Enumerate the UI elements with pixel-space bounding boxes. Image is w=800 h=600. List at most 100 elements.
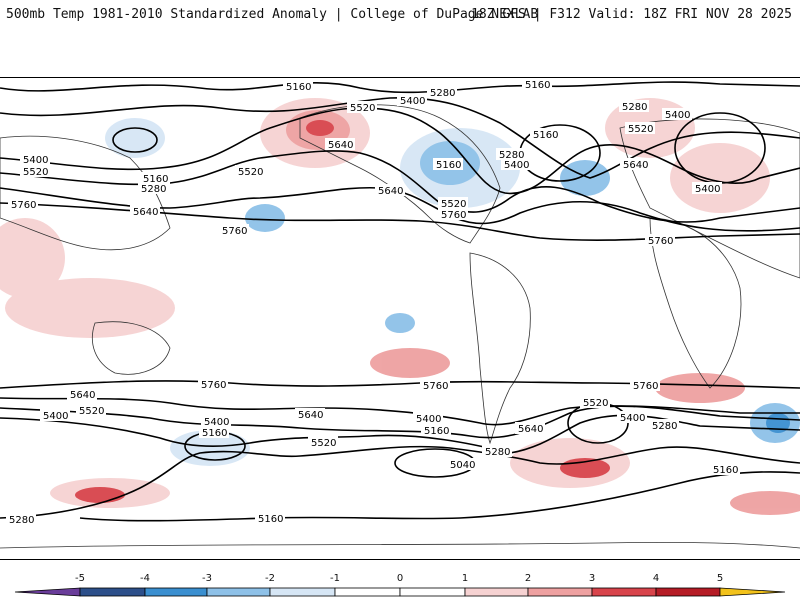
colorbar-tick: -2 bbox=[265, 573, 275, 584]
label-5640-e: 5640 bbox=[70, 390, 95, 401]
label-5520-h: 5520 bbox=[583, 398, 608, 409]
colorbar-bin-zero-b bbox=[399, 587, 466, 597]
coastlines bbox=[0, 104, 800, 549]
warm-anomaly-south-atlantic bbox=[655, 373, 745, 403]
contour-5160-south bbox=[79, 471, 800, 522]
label-5280-b: 5280 bbox=[141, 184, 166, 195]
cold-anomaly-tropics bbox=[385, 313, 415, 333]
warm-anomaly-indian bbox=[0, 218, 65, 298]
cold-anomaly-atlantic bbox=[560, 160, 610, 196]
colorbar-bin-neg2 bbox=[206, 587, 271, 597]
label-5280-a: 5280 bbox=[430, 88, 455, 99]
label-5160-d: 5160 bbox=[436, 160, 461, 171]
colorbar-tick: -3 bbox=[202, 573, 212, 584]
label-5160-f: 5160 bbox=[202, 428, 227, 439]
anomaly-colorbar: -5 -4 -3 -2 -1 0 1 2 3 4 5 bbox=[0, 572, 800, 600]
warm-anomaly-antarctic-core bbox=[75, 487, 125, 503]
world-map-panel: 5160 5160 5280 5400 5520 5640 5520 5400 … bbox=[0, 77, 800, 560]
chart-title: 500mb Temp 1981-2010 Standardized Anomal… bbox=[6, 7, 539, 22]
map-canvas: 5160 5160 5280 5400 5520 5640 5520 5400 … bbox=[0, 78, 800, 549]
label-5520-g: 5520 bbox=[311, 438, 336, 449]
colorbar-bin-pos2 bbox=[527, 587, 593, 597]
contour-5280-north bbox=[0, 96, 800, 179]
contour-closed-low-north-pacific bbox=[112, 127, 158, 153]
label-5160-i: 5160 bbox=[258, 514, 283, 525]
label-5640-g: 5640 bbox=[518, 424, 543, 435]
label-5760-d: 5760 bbox=[648, 236, 673, 247]
label-5280-f: 5280 bbox=[652, 421, 677, 432]
colorbar-bin-pos3 bbox=[591, 587, 657, 597]
label-5520-a: 5520 bbox=[350, 103, 375, 114]
label-5640-c: 5640 bbox=[378, 186, 403, 197]
colorbar-tick: -5 bbox=[75, 573, 85, 584]
label-5160-b: 5160 bbox=[525, 80, 550, 91]
colorbar-bin-neg3 bbox=[144, 587, 208, 597]
label-5400-e: 5400 bbox=[695, 184, 720, 195]
warm-anomaly-russia bbox=[670, 143, 770, 213]
label-5160-g: 5160 bbox=[424, 426, 449, 437]
label-5520-b: 5520 bbox=[238, 167, 263, 178]
anomaly-shading bbox=[0, 98, 800, 515]
colorbar-bin-pos4 bbox=[655, 587, 721, 597]
label-5400-i: 5400 bbox=[620, 413, 645, 424]
colorbar-bin-neg4 bbox=[79, 587, 146, 597]
label-5280-c: 5280 bbox=[499, 150, 524, 161]
contour-labels: 5160 5160 5280 5400 5520 5640 5520 5400 … bbox=[6, 78, 740, 526]
colorbar-tick: 1 bbox=[461, 573, 469, 584]
label-5760-b: 5760 bbox=[222, 226, 247, 237]
label-5400-h: 5400 bbox=[416, 414, 441, 425]
contour-5400-north bbox=[0, 107, 800, 195]
europe-asia-outline bbox=[619, 118, 800, 279]
contour-5640 bbox=[0, 186, 800, 232]
label-5040: 5040 bbox=[450, 460, 475, 471]
label-5160-h: 5160 bbox=[713, 465, 738, 476]
north-america-outline bbox=[299, 104, 501, 244]
label-5400-g: 5400 bbox=[204, 417, 229, 428]
contour-5280-south bbox=[0, 445, 800, 519]
label-5400-f: 5400 bbox=[43, 411, 68, 422]
label-5280-d: 5280 bbox=[622, 102, 647, 113]
antarctica-outline bbox=[0, 541, 800, 549]
chart-header: 500mb Temp 1981-2010 Standardized Anomal… bbox=[0, 0, 800, 30]
label-5760-c: 5760 bbox=[441, 210, 466, 221]
contour-5160-north bbox=[0, 81, 800, 94]
label-5400-a: 5400 bbox=[400, 96, 425, 107]
colorbar-tick: 4 bbox=[652, 573, 660, 584]
label-5760-a: 5760 bbox=[11, 200, 36, 211]
label-5640-b: 5640 bbox=[133, 207, 158, 218]
label-5760-f: 5760 bbox=[423, 381, 448, 392]
warm-anomaly-far-south bbox=[730, 491, 800, 515]
colorbar-strip bbox=[14, 587, 786, 597]
label-5520-f: 5520 bbox=[79, 406, 104, 417]
warm-anomaly-west-pacific bbox=[5, 278, 175, 338]
contour-5400-south bbox=[0, 414, 800, 454]
colorbar-bin-pos5 bbox=[719, 587, 786, 597]
label-5280-g: 5280 bbox=[9, 515, 34, 526]
label-5640-d: 5640 bbox=[623, 160, 648, 171]
contour-5760-south bbox=[0, 380, 800, 389]
label-5520-c: 5520 bbox=[23, 167, 48, 178]
colorbar-tick: 3 bbox=[588, 573, 596, 584]
label-5640-a: 5640 bbox=[328, 140, 353, 151]
colorbar-bin-pos1 bbox=[464, 587, 529, 597]
colorbar-bin-neg1 bbox=[269, 587, 336, 597]
label-5160-c: 5160 bbox=[143, 174, 168, 185]
warm-anomaly-alaska-peak bbox=[306, 120, 334, 136]
label-5400-c: 5400 bbox=[504, 160, 529, 171]
colorbar-tick: 0 bbox=[396, 573, 404, 584]
label-5640-f: 5640 bbox=[298, 410, 323, 421]
colorbar-tick: 2 bbox=[524, 573, 532, 584]
label-5520-d: 5520 bbox=[441, 199, 466, 210]
label-5760-e: 5760 bbox=[201, 380, 226, 391]
label-5760-g: 5760 bbox=[633, 381, 658, 392]
colorbar-tick: 5 bbox=[716, 573, 724, 584]
warm-anomaly-south-pacific bbox=[370, 348, 450, 378]
colorbar-tick: -1 bbox=[330, 573, 340, 584]
cold-anomaly-pacific bbox=[245, 204, 285, 232]
colorbar-bin-neg5 bbox=[14, 587, 81, 597]
label-5160-e: 5160 bbox=[533, 130, 558, 141]
label-5520-e: 5520 bbox=[628, 124, 653, 135]
label-5280-e: 5280 bbox=[485, 447, 510, 458]
asia-west-outline bbox=[0, 135, 171, 251]
colorbar-tick: -4 bbox=[140, 573, 150, 584]
